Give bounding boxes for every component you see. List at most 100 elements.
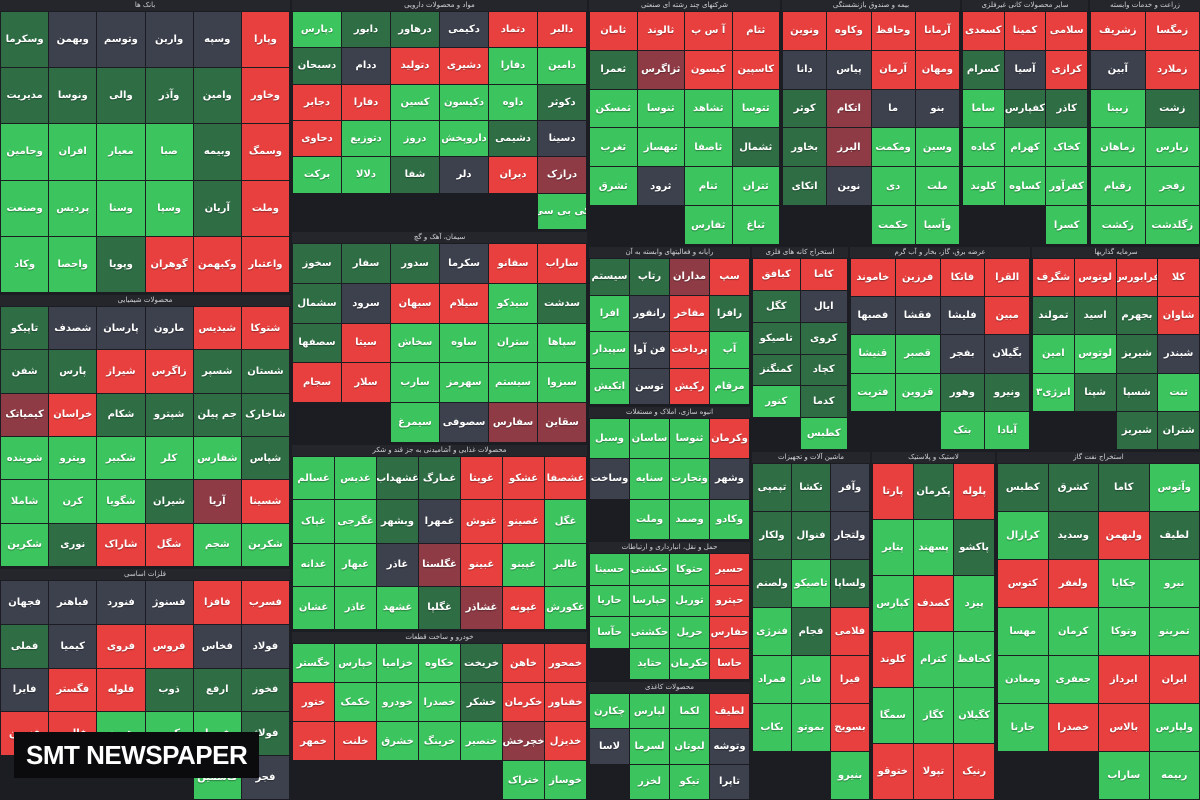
stock-tile[interactable]: داوه [489, 84, 537, 120]
stock-tile[interactable]: آریا [193, 480, 241, 523]
stock-tile[interactable]: تپمپی [753, 464, 791, 511]
stock-tile[interactable]: غبینو [461, 543, 502, 586]
stock-tile[interactable]: غاذر [377, 543, 418, 586]
stock-tile[interactable]: کیمیاتک [1, 393, 49, 436]
stock-tile[interactable]: خدیزل [545, 722, 586, 760]
stock-tile[interactable]: آسیا [1004, 50, 1046, 89]
stock-tile[interactable]: دلالا [342, 157, 390, 193]
stock-tile[interactable]: غشهداب [377, 457, 418, 500]
stock-tile[interactable]: خکمک [335, 683, 376, 721]
stock-tile[interactable]: شفن [1, 350, 49, 393]
stock-tile[interactable]: وتجارت [670, 459, 709, 499]
stock-tile[interactable]: وسپه [193, 12, 241, 68]
stock-tile[interactable]: زگلدشت [1145, 206, 1199, 244]
stock-tile[interactable]: کساوه [1004, 167, 1046, 206]
stock-tile[interactable]: وساخت [590, 459, 629, 499]
stock-tile[interactable]: نیرو [1149, 560, 1199, 607]
stock-tile[interactable]: وسکرما [1, 12, 49, 68]
stock-tile[interactable]: فایرا [1, 668, 49, 712]
stock-tile[interactable]: غشصفا [545, 457, 586, 500]
stock-tile[interactable]: ثزاگرس [637, 50, 684, 89]
stock-tile[interactable]: کرمان [1048, 608, 1098, 655]
stock-tile[interactable]: وبیمه [193, 124, 241, 180]
stock-tile[interactable]: فمراد [753, 656, 791, 703]
stock-tile[interactable]: مفاخر [670, 295, 709, 331]
stock-tile[interactable]: پرداخت [670, 332, 709, 368]
stock-tile[interactable]: فسنوژ [145, 581, 193, 624]
stock-tile[interactable]: فیرا [831, 656, 869, 703]
stock-tile[interactable]: حتاید [630, 648, 669, 679]
stock-tile[interactable]: فن آوا [630, 332, 669, 368]
stock-tile[interactable]: ولپارس [1149, 704, 1199, 751]
stock-tile[interactable]: کیسون [685, 50, 732, 89]
stock-tile[interactable]: غدانه [293, 543, 334, 586]
stock-tile[interactable]: سارب [391, 363, 439, 403]
stock-tile[interactable]: دروز [391, 120, 439, 157]
stock-tile[interactable]: آپ [710, 332, 749, 368]
stock-tile[interactable]: بتک [940, 411, 985, 449]
stock-tile[interactable]: ساراب [538, 244, 586, 283]
stock-tile[interactable]: کباده [963, 128, 1004, 167]
stock-tile[interactable]: ارفع [193, 668, 241, 712]
stock-tile[interactable]: خشکر [461, 683, 502, 721]
stock-tile[interactable]: وپارا [241, 12, 289, 68]
stock-tile[interactable]: دفارا [489, 48, 537, 84]
stock-tile[interactable]: دحاوی [293, 120, 341, 157]
stock-tile[interactable]: حکمت [871, 206, 915, 244]
stock-tile[interactable]: غدیس [335, 457, 376, 500]
stock-tile[interactable]: فباهنر [49, 581, 97, 624]
stock-tile[interactable]: ومهان [915, 50, 959, 89]
stock-tile[interactable]: کی بی سی [538, 193, 586, 229]
stock-tile[interactable]: غپاک [293, 500, 334, 543]
stock-tile[interactable]: شگویا [97, 480, 145, 523]
stock-tile[interactable]: فلامی [831, 608, 869, 655]
stock-tile[interactable]: وآفر [831, 464, 869, 511]
stock-tile[interactable]: کشرق [1048, 464, 1098, 511]
stock-tile[interactable]: کمنگنز [753, 354, 800, 386]
stock-tile[interactable]: کدما [800, 386, 847, 418]
stock-tile[interactable]: ثعمرا [590, 50, 637, 89]
stock-tile[interactable]: غگل [545, 500, 586, 543]
stock-tile[interactable]: شتوکا [241, 307, 289, 350]
stock-tile[interactable]: کهرام [1004, 128, 1046, 167]
stock-tile[interactable]: غشاذر [461, 586, 502, 629]
stock-tile[interactable]: کلوند [873, 632, 913, 687]
stock-tile[interactable]: گوهران [145, 236, 193, 292]
stock-tile[interactable]: اتکیش [590, 368, 629, 404]
stock-tile[interactable]: کگاز [913, 688, 954, 743]
stock-tile[interactable]: خچرخش [503, 722, 544, 760]
stock-tile[interactable]: بسویچ [831, 704, 869, 751]
stock-tile[interactable]: غصینو [503, 500, 544, 543]
stock-tile[interactable]: ثمسکن [590, 89, 637, 128]
stock-tile[interactable]: شاوان [1158, 297, 1199, 335]
stock-tile[interactable]: حسیر [710, 554, 749, 585]
stock-tile[interactable]: زکشت [1091, 206, 1145, 244]
stock-tile[interactable]: غپینو [503, 543, 544, 586]
stock-tile[interactable]: سهرمز [440, 363, 488, 403]
stock-tile[interactable]: غکورش [545, 586, 586, 629]
stock-tile[interactable]: پلوله [954, 464, 994, 519]
stock-tile[interactable]: کفپارس [1004, 89, 1046, 128]
stock-tile[interactable]: انرژی۳ [1033, 373, 1074, 411]
stock-tile[interactable]: ثتام [732, 12, 779, 50]
stock-tile[interactable]: بجهرم [1116, 297, 1158, 335]
stock-tile[interactable]: داروپخش [440, 120, 488, 157]
stock-tile[interactable]: سصفها [293, 323, 341, 363]
stock-tile[interactable]: دفارا [342, 84, 390, 120]
stock-tile[interactable]: خریخت [461, 644, 502, 682]
stock-tile[interactable]: آرمانا [915, 12, 959, 50]
stock-tile[interactable]: ساوه [440, 323, 488, 363]
stock-tile[interactable]: ایال [800, 290, 847, 322]
stock-tile[interactable]: ثشرق [590, 167, 637, 206]
stock-tile[interactable]: فاذر [792, 656, 830, 703]
stock-tile[interactable]: سفار [342, 244, 390, 283]
stock-tile[interactable]: سلامی [1046, 12, 1087, 50]
stock-tile[interactable]: ختراک [503, 761, 544, 799]
stock-tile[interactable]: معیار [97, 124, 145, 180]
stock-tile[interactable]: ثتوسا [732, 89, 779, 128]
stock-tile[interactable]: زبینا [1091, 89, 1145, 128]
stock-tile[interactable]: بگیلان [985, 335, 1029, 373]
stock-tile[interactable]: حریل [670, 617, 709, 648]
stock-tile[interactable]: وسپا [145, 180, 193, 236]
stock-tile[interactable]: وحافظ [871, 12, 915, 50]
